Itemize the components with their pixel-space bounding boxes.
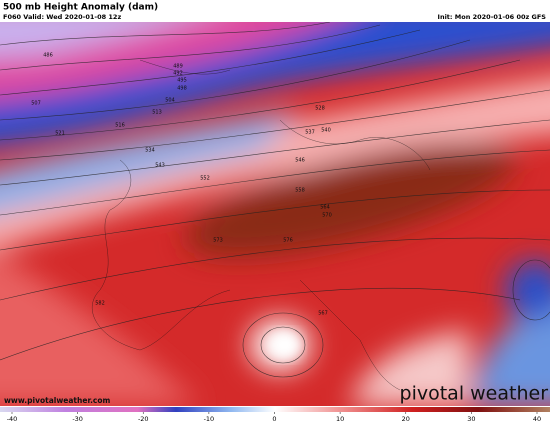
- contour-label: 489: [173, 64, 183, 70]
- contour-label: 582: [95, 301, 105, 307]
- contour-label: 543: [155, 163, 165, 169]
- map-title: 500 mb Height Anomaly (dam): [3, 3, 158, 13]
- contour-label: 504: [165, 98, 175, 104]
- colorbar-tick-label: -30: [72, 415, 83, 423]
- contour-label: 573: [213, 238, 223, 244]
- contour-label: 558: [295, 188, 305, 194]
- contour-label: 534: [145, 148, 155, 154]
- colorbar-ticks: -40 -30 -20 -10 0 10 20 30 40: [7, 412, 541, 423]
- watermark: www.pivotalweather.com: [4, 396, 111, 405]
- colorbar-tick-label: -10: [204, 415, 215, 423]
- colorbar-tick-label: 40: [533, 415, 541, 423]
- colorbar-tick-label: -40: [7, 415, 18, 423]
- header-bg: [0, 0, 550, 22]
- contour-label: 540: [321, 128, 331, 134]
- contour-label: 498: [177, 86, 187, 92]
- contour-label: 552: [200, 176, 210, 182]
- contour-label: 546: [295, 158, 305, 164]
- colorbar-tick-label: 0: [272, 415, 276, 423]
- init-time: Init: Mon 2020-01-06 00z GFS: [438, 13, 547, 21]
- contour-label: 564: [320, 205, 330, 211]
- contour-label: 507: [31, 101, 41, 107]
- contour-label: 486: [43, 53, 53, 59]
- contour-label: 513: [152, 110, 162, 116]
- contour-label: 516: [115, 123, 125, 129]
- colorbar-tick-label: 10: [336, 415, 344, 423]
- valid-time: F060 Valid: Wed 2020-01-08 12z: [3, 13, 121, 21]
- map: [0, 22, 550, 406]
- contour-label: 528: [315, 106, 325, 112]
- contour-label: 492: [173, 71, 183, 77]
- contour-label: 495: [177, 78, 187, 84]
- contour-label: 576: [283, 238, 293, 244]
- contour-label: 567: [318, 311, 328, 317]
- colorbar-tick-label: -20: [138, 415, 149, 423]
- colorbar: [0, 407, 550, 412]
- logo: pivotal weather: [400, 383, 549, 405]
- colorbar-tick-label: 30: [467, 415, 475, 423]
- contour-label: 537: [305, 130, 315, 136]
- contour-label: 570: [322, 213, 332, 219]
- contour-label: 521: [55, 131, 65, 137]
- colorbar-tick-label: 20: [402, 415, 410, 423]
